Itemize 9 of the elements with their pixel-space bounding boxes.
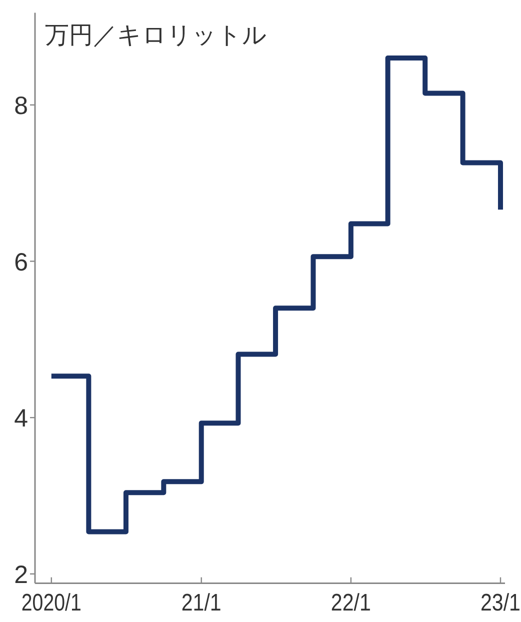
x-tick-label: 2020/1 (21, 589, 95, 616)
y-tick-label: 4 (14, 404, 28, 433)
y-tick-label: 6 (14, 248, 28, 276)
x-tick-label: 22/1 (330, 589, 378, 616)
x-tick-label: 23/1 (480, 589, 521, 616)
y-tick-label: 8 (14, 92, 28, 120)
y-axis-title: 万円／キロリットル (45, 22, 267, 49)
x-tick-label: 21/1 (181, 589, 228, 616)
y-tick-label: 2 (14, 560, 28, 589)
